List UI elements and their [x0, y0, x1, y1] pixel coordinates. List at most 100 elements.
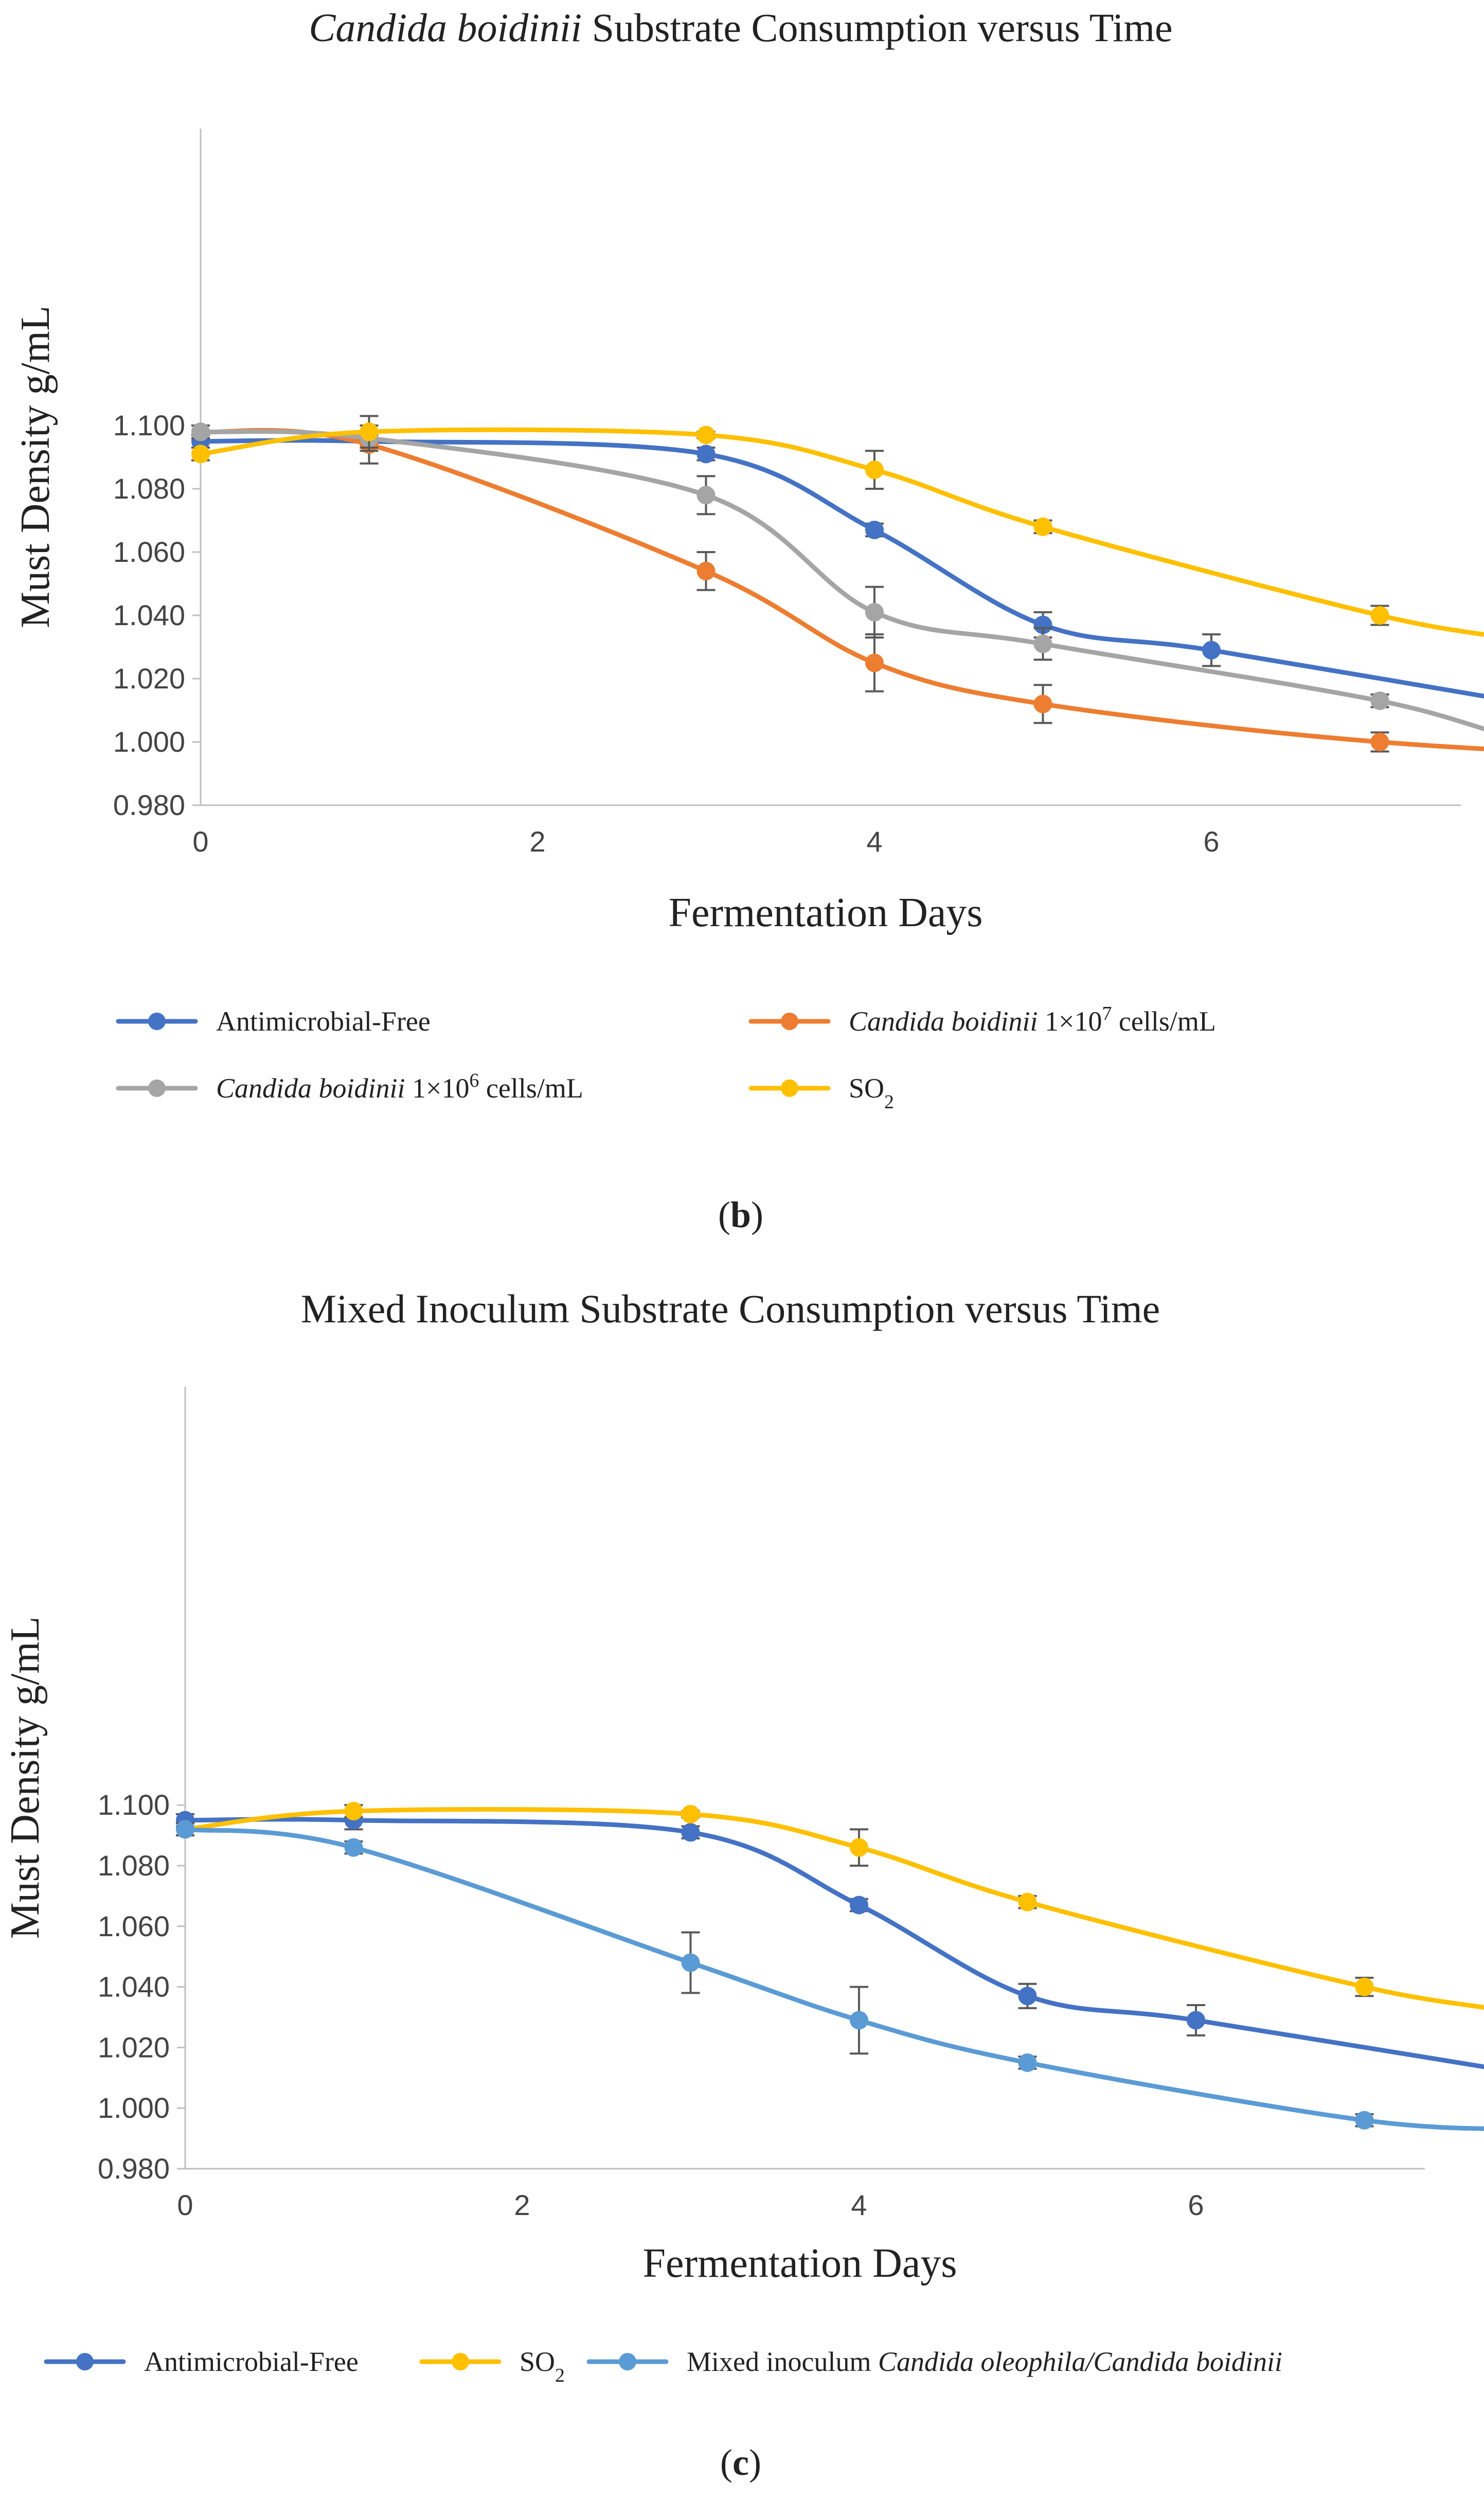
panel-label-letter-b: b — [730, 1194, 751, 1235]
y-axis-title-b: Must Density g/mL — [13, 306, 58, 628]
y-tick-label-c-6: 1.100 — [98, 1788, 170, 1821]
x-tick-label-c-1: 2 — [514, 2189, 530, 2221]
series-c-1 — [176, 1801, 1484, 2010]
legend-label-c-2-part-0: Mixed inoculum — [687, 2346, 878, 2377]
data-point-b-1-3 — [865, 653, 884, 672]
chart-panel-b: Candida boidinii Substrate Consumption v… — [13, 5, 1484, 1235]
chart-title-c: Mixed Inoculum Substrate Consumption ver… — [301, 1286, 1160, 1331]
legend-label-b-2-part-1: 1×10 — [405, 1073, 470, 1104]
panel-label-close-b: ) — [751, 1194, 763, 1235]
legend-swatch-marker-b-1 — [781, 1013, 798, 1030]
data-point-c-1-2 — [681, 1804, 700, 1823]
y-tick-label-b-0: 0.980 — [113, 789, 185, 821]
series-line-c-0 — [183, 1817, 1484, 2069]
legend-swatch-marker-b-0 — [148, 1013, 166, 1030]
data-point-c-2-3 — [850, 2011, 868, 2030]
legend-label-b-1-part-3: cells/mL — [1112, 1006, 1215, 1037]
legend-label-b-3-part-1: 2 — [884, 1091, 894, 1113]
y-tick-label-b-2: 1.020 — [113, 662, 185, 695]
data-point-c-0-3 — [850, 1896, 868, 1915]
y-axis-title-c: Must Density g/mL — [3, 1617, 48, 1939]
legend-label-b-2-part-3: cells/mL — [479, 1073, 583, 1104]
series-c-2 — [176, 1820, 1484, 2131]
data-point-b-2-2 — [696, 486, 716, 505]
x-axis-title-b: Fermentation Days — [669, 890, 983, 935]
y-tick-label-b-1: 1.000 — [113, 725, 185, 758]
legend-label-b-1-part-2: 7 — [1102, 1003, 1112, 1024]
data-point-c-0-4 — [1018, 1987, 1037, 2006]
chart-title-b: Candida boidinii Substrate Consumption v… — [309, 5, 1172, 50]
data-point-b-3-5 — [1370, 606, 1389, 625]
data-point-b-3-4 — [1033, 517, 1052, 536]
data-point-b-3-3 — [865, 461, 884, 480]
legend-label-c-0-part-0: Antimicrobial-Free — [144, 2346, 359, 2377]
data-point-c-2-5 — [1355, 2111, 1374, 2130]
series-b-3 — [191, 415, 1484, 637]
legend-entry-c-2: Mixed inoculum Candida oleophila/Candida… — [586, 2346, 1282, 2377]
y-tick-label-c-1: 1.000 — [98, 2092, 170, 2124]
x-tick-label-b-3: 6 — [1203, 825, 1219, 858]
data-point-c-1-4 — [1018, 1892, 1037, 1911]
series-line-b-1 — [198, 428, 1484, 751]
y-tick-label-c-5: 1.080 — [98, 1849, 170, 1882]
legend-label-b-0: Antimicrobial-Free — [216, 1006, 431, 1037]
data-point-b-2-4 — [1033, 634, 1052, 653]
data-point-b-0-5 — [1202, 641, 1221, 660]
x-tick-label-c-0: 0 — [177, 2189, 193, 2221]
x-tick-label-b-2: 4 — [866, 825, 882, 858]
data-point-c-2-4 — [1018, 2053, 1037, 2072]
data-point-c-1-1 — [344, 1801, 363, 1820]
legend-label-b-1-part-1: 1×10 — [1038, 1006, 1102, 1037]
panel-label-c: (c) — [720, 2442, 761, 2483]
x-tick-label-b-1: 2 — [529, 825, 545, 858]
data-point-c-2-1 — [344, 1838, 363, 1857]
legend-label-c-2-part-1: Candida oleophila/Candida boidinii — [878, 2346, 1282, 2377]
chart-title-b-part-0: Candida boidinii — [309, 5, 582, 50]
data-point-c-1-3 — [850, 1838, 868, 1857]
series-line-c-1 — [183, 1807, 1484, 2010]
y-tick-label-c-0: 0.980 — [98, 2152, 170, 2185]
x-tick-label-c-2: 4 — [851, 2189, 867, 2221]
panel-label-b: (b) — [718, 1194, 763, 1235]
data-point-c-2-2 — [681, 1953, 700, 1972]
chart-panel-c: Mixed Inoculum Substrate Consumption ver… — [3, 1286, 1484, 2483]
legend-entry-b-3: SO2 — [748, 1073, 894, 1113]
legend-swatch-marker-c-1 — [452, 2353, 469, 2370]
legend-label-c-1-part-0: SO — [520, 2346, 555, 2377]
data-point-b-2-0 — [191, 422, 210, 441]
legend-label-b-1-part-0: Candida boidinii — [849, 1006, 1038, 1037]
data-point-c-0-2 — [681, 1823, 700, 1842]
data-point-b-3-1 — [360, 422, 379, 441]
x-axis-title-c: Fermentation Days — [643, 2241, 957, 2286]
series-c-0 — [176, 1810, 1484, 2069]
legend-label-c-1: SO2 — [520, 2346, 565, 2386]
legend-label-b-0-part-0: Antimicrobial-Free — [216, 1006, 431, 1037]
data-point-b-1-4 — [1033, 695, 1052, 714]
data-point-b-1-2 — [696, 561, 716, 580]
y-tick-label-c-4: 1.060 — [98, 1910, 170, 1942]
data-point-b-2-5 — [1370, 692, 1389, 711]
panel-label-open-c: ( — [720, 2442, 732, 2483]
legend-label-b-2: Candida boidinii 1×106 cells/mL — [216, 1070, 583, 1104]
series-line-b-2 — [198, 429, 1484, 732]
legend-swatch-marker-b-2 — [148, 1079, 166, 1097]
legend-swatch-marker-b-3 — [781, 1079, 798, 1097]
legend-label-b-3-part-0: SO — [849, 1073, 884, 1104]
legend-entry-b-1: Candida boidinii 1×107 cells/mL — [748, 1003, 1216, 1037]
x-tick-label-c-3: 6 — [1188, 2189, 1204, 2221]
x-tick-label-b-0: 0 — [192, 825, 208, 858]
data-point-c-2-0 — [176, 1820, 194, 1839]
data-point-b-3-0 — [191, 445, 210, 464]
legend-entry-c-1: SO2 — [419, 2346, 565, 2386]
chart-title-c-part-0: Mixed Inoculum Substrate Consumption ver… — [301, 1286, 1160, 1331]
data-point-b-2-3 — [865, 603, 884, 622]
legend-entry-c-0: Antimicrobial-Free — [44, 2346, 359, 2377]
legend-label-c-0: Antimicrobial-Free — [144, 2346, 359, 2377]
panel-label-letter-c: c — [732, 2442, 749, 2483]
y-tick-label-b-5: 1.080 — [113, 472, 185, 505]
data-point-c-1-5 — [1355, 1977, 1374, 1996]
series-line-b-0 — [198, 438, 1484, 699]
y-tick-label-b-6: 1.100 — [113, 409, 185, 441]
legend-swatch-marker-c-0 — [76, 2353, 94, 2370]
chart-title-b-part-1: Substrate Consumption versus Time — [582, 5, 1172, 50]
